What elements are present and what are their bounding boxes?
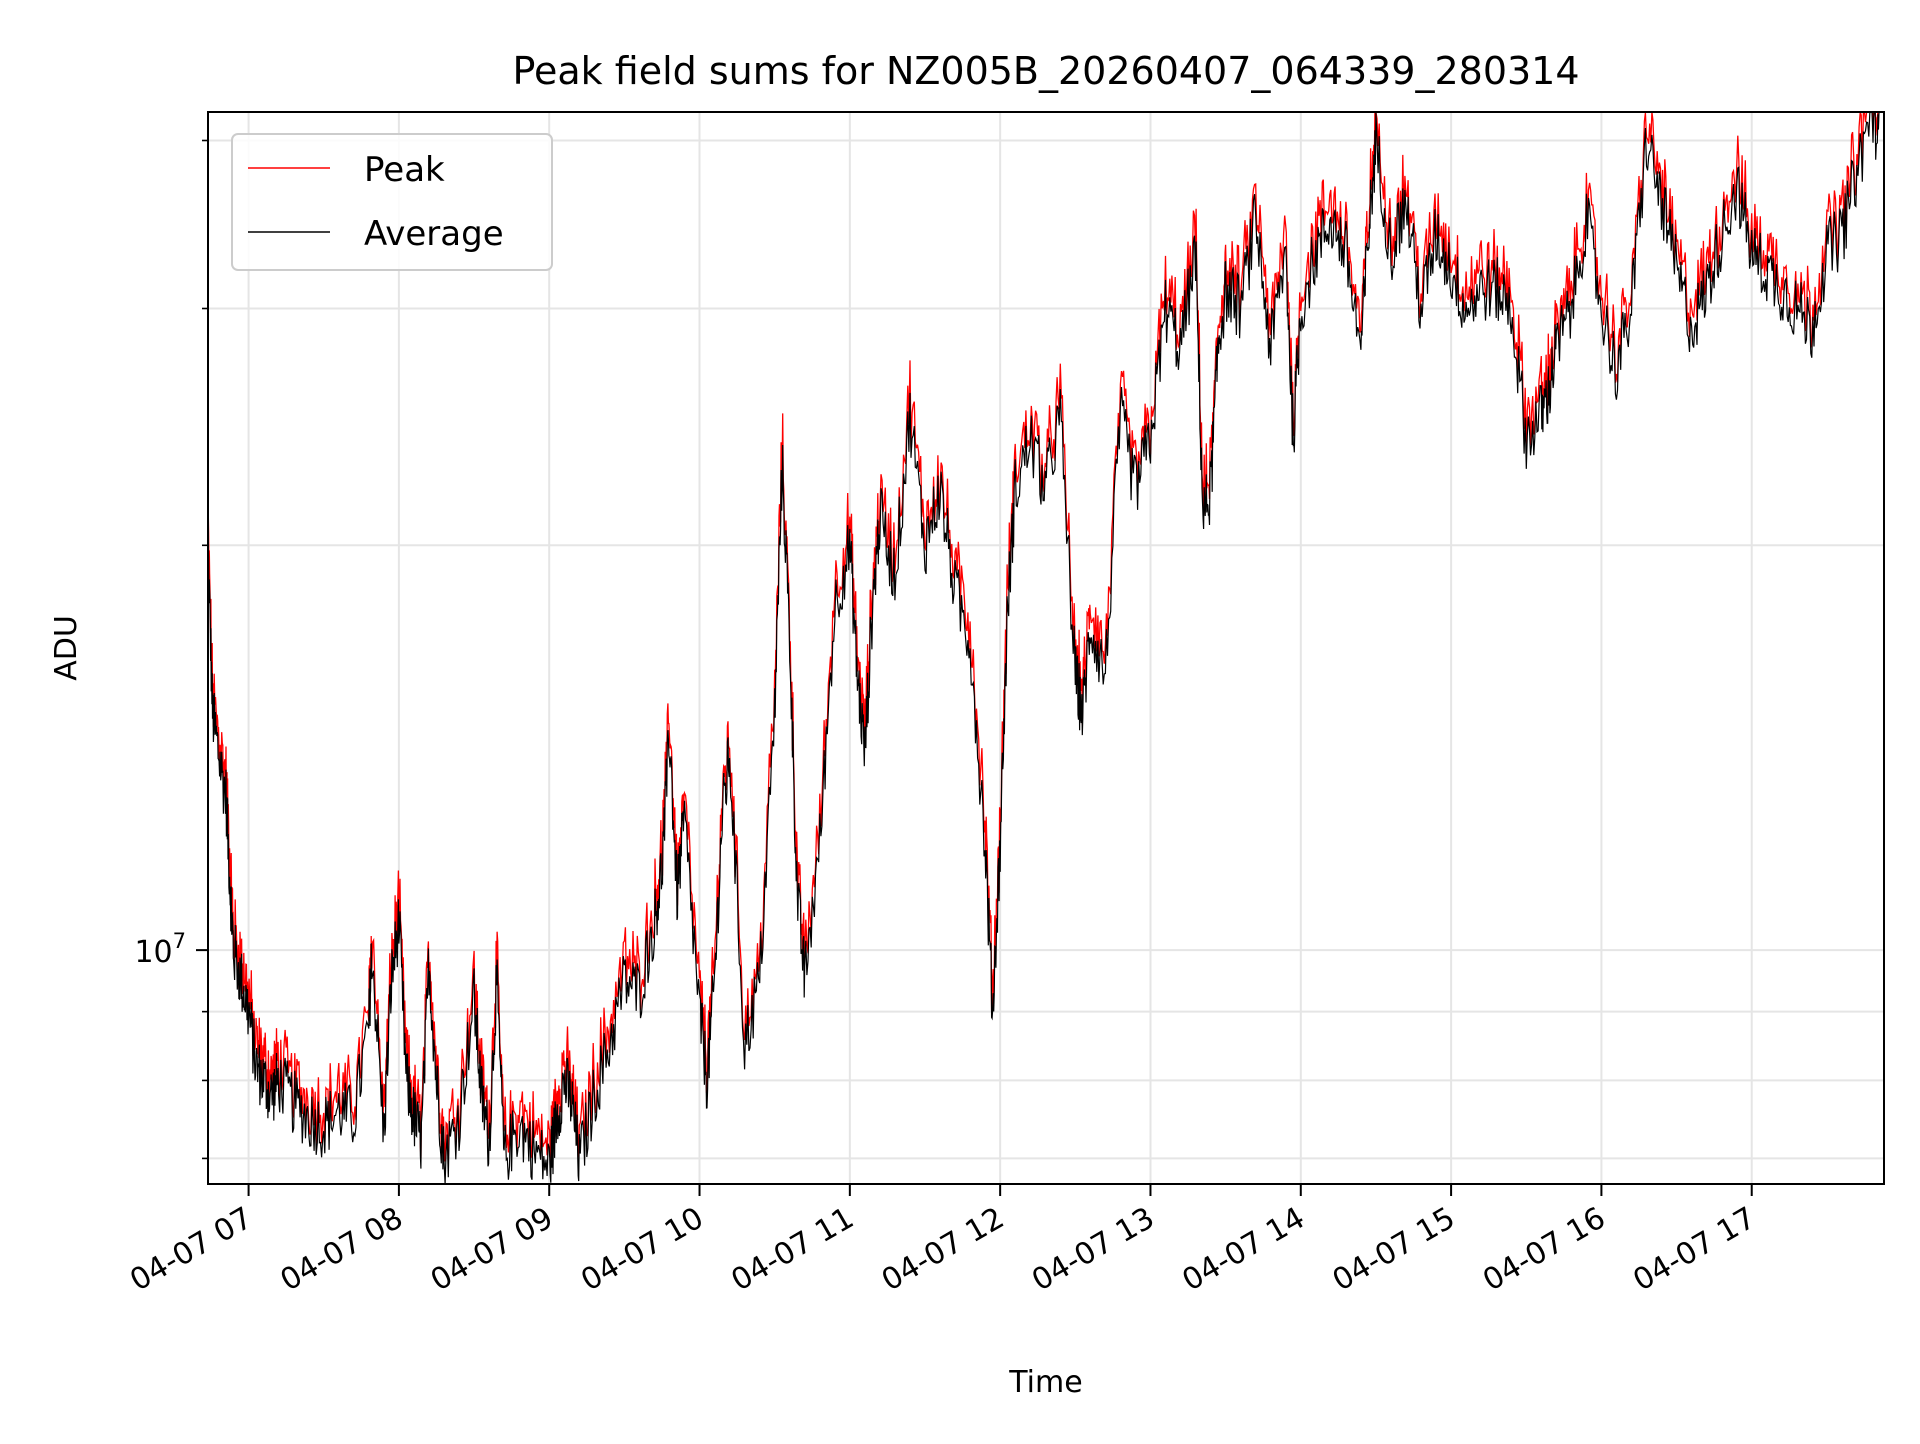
legend: Peak Average	[231, 133, 553, 271]
legend-peak-label: Peak	[364, 150, 445, 190]
chart-title: Peak field sums for NZ005B_20260407_0643…	[512, 49, 1579, 93]
legend-average-label: Average	[364, 214, 504, 254]
y-tick-label: 107	[134, 929, 186, 970]
y-axis-label: ADU	[49, 615, 84, 681]
y-axis-ticks: 107	[134, 139, 208, 1160]
x-axis-label: Time	[1008, 1365, 1082, 1400]
series-lines	[207, 111, 1880, 1185]
average-series-line	[207, 111, 1880, 1185]
plot-area-frame	[207, 111, 1885, 1185]
